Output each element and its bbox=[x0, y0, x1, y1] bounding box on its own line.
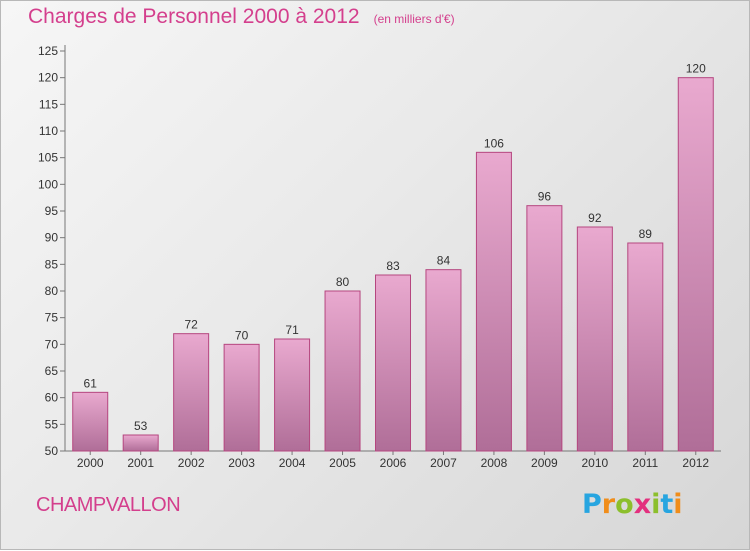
data-label-2001: 53 bbox=[134, 419, 148, 433]
data-labels: 61 53 72 70 71 80 83 84 106 96 92 89 120 bbox=[84, 62, 707, 433]
y-tick-label: 85 bbox=[45, 257, 59, 271]
y-tick-label: 65 bbox=[45, 364, 59, 378]
data-label-2007: 84 bbox=[437, 254, 451, 268]
bar-2008 bbox=[475, 151, 512, 452]
bar-2005 bbox=[324, 290, 361, 452]
data-label-2011: 89 bbox=[639, 227, 653, 241]
data-label-2002: 72 bbox=[184, 318, 198, 332]
y-tick-label: 110 bbox=[39, 124, 58, 138]
x-tick-label: 2003 bbox=[228, 456, 255, 470]
title-row: Charges de Personnel 2000 à 2012 (en mill… bbox=[28, 5, 455, 29]
y-tick-label: 95 bbox=[45, 204, 59, 218]
y-tick-label: 120 bbox=[38, 71, 58, 85]
data-label-2012: 120 bbox=[686, 62, 706, 76]
data-label-2004: 71 bbox=[285, 323, 299, 337]
y-tick-label: 115 bbox=[39, 97, 58, 111]
y-tick-label: 90 bbox=[45, 231, 59, 245]
commune-name: CHAMPVALLON bbox=[36, 494, 181, 516]
y-tick-label: 125 bbox=[38, 44, 58, 58]
data-label-2010: 92 bbox=[588, 211, 602, 225]
x-tick-label: 2002 bbox=[178, 456, 205, 470]
bar-2003 bbox=[223, 343, 260, 452]
bar-2001 bbox=[122, 434, 159, 452]
x-tick-label: 2001 bbox=[127, 456, 154, 470]
bar-2000 bbox=[72, 391, 109, 452]
x-tick-label: 2010 bbox=[581, 456, 608, 470]
data-label-2006: 83 bbox=[386, 259, 400, 273]
y-tick-label: 70 bbox=[45, 337, 59, 351]
data-label-2005: 80 bbox=[336, 275, 350, 289]
y-tick-label: 100 bbox=[38, 177, 58, 191]
x-tick-label: 2007 bbox=[430, 456, 457, 470]
x-tick-label: 2008 bbox=[481, 456, 508, 470]
chart-title: Charges de Personnel 2000 à 2012 bbox=[28, 5, 360, 28]
y-tick-label: 105 bbox=[38, 151, 58, 165]
data-label-2000: 61 bbox=[84, 376, 98, 390]
bars bbox=[72, 77, 714, 452]
bar-2011 bbox=[627, 242, 664, 452]
y-tick-label: 80 bbox=[45, 284, 59, 298]
x-tick-label: 2009 bbox=[531, 456, 558, 470]
bar-2009 bbox=[526, 205, 563, 452]
x-tick-label: 2005 bbox=[329, 456, 356, 470]
data-label-2009: 96 bbox=[538, 190, 552, 204]
data-label-2008: 106 bbox=[484, 136, 504, 150]
y-axis: 50 55 60 65 70 75 80 85 90 95 100 105 110 115 120 125 bbox=[38, 44, 66, 458]
bar-2012 bbox=[677, 77, 714, 452]
x-tick-label: 2000 bbox=[77, 456, 104, 470]
chart-subtitle: (en milliers d'€) bbox=[373, 12, 455, 26]
bar-2004 bbox=[274, 338, 311, 452]
y-tick-label: 50 bbox=[45, 444, 59, 458]
data-label-2003: 70 bbox=[235, 328, 249, 342]
x-tick-label: 2011 bbox=[632, 456, 658, 470]
x-axis: 2000 2001 2002 2003 2004 2005 2006 2007 2008 2009… bbox=[65, 450, 721, 470]
bar-2002 bbox=[173, 333, 210, 452]
proxiti-logo: Proxiti bbox=[582, 489, 683, 520]
bar-2006 bbox=[375, 274, 411, 452]
bar-2010 bbox=[576, 226, 613, 452]
x-tick-label: 2012 bbox=[682, 456, 709, 470]
bar-2007 bbox=[425, 269, 462, 452]
y-tick-label: 75 bbox=[45, 311, 59, 325]
y-tick-label: 60 bbox=[45, 391, 59, 405]
x-tick-label: 2006 bbox=[380, 456, 407, 470]
x-tick-label: 2004 bbox=[279, 456, 306, 470]
y-tick-label: 55 bbox=[45, 417, 59, 431]
